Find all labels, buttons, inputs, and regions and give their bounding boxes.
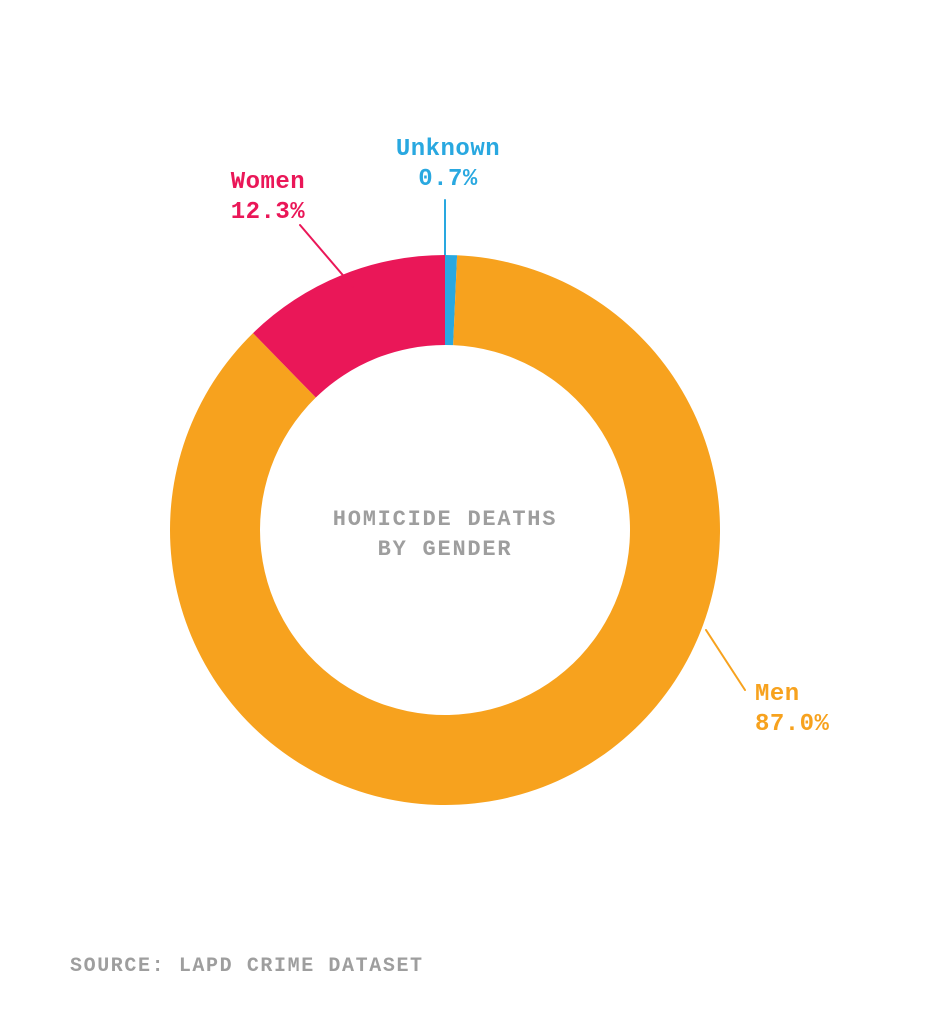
donut-chart: HOMICIDE DEATHS BY GENDER Unknown0.7%Men… bbox=[0, 0, 934, 1024]
donut-svg bbox=[0, 0, 934, 1024]
